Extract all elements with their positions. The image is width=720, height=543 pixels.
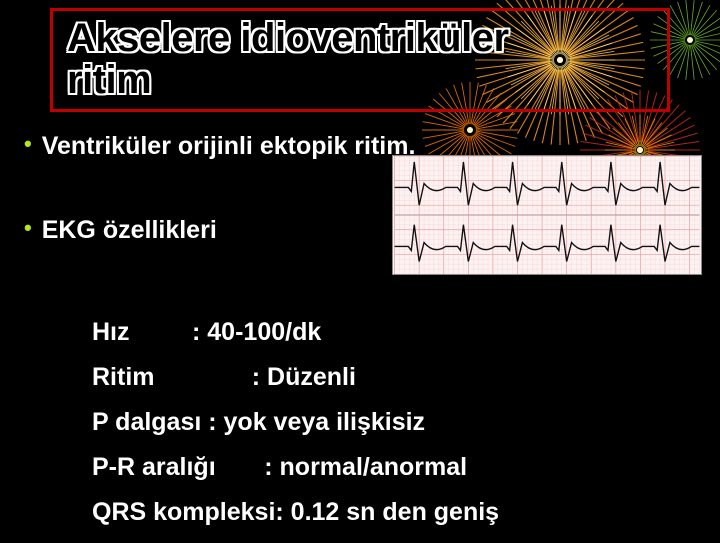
bullet-text: Ventriküler orijinli ektopik ritim. [42,130,416,164]
slide-title: Akselere idioventriküler ritim [67,17,653,101]
property-row: P dalgası : yok veya ilişkisiz [92,408,696,437]
properties-list: Hız : 40-100/dk Ritim : Düzenli P dalgası … [92,318,696,527]
title-box: Akselere idioventriküler ritim [50,8,670,112]
title-line-1: Akselere idioventriküler [67,16,509,60]
title-line-2: ritim [67,58,151,102]
property-row: P-R aralığı : normal/anormal [92,453,696,482]
ekg-strip [392,155,702,275]
property-row: Ritim : Düzenli [92,363,696,392]
bullet-marker: • [24,130,32,159]
property-row: QRS kompleksi: 0.12 sn den geniş [92,498,696,527]
bullet-marker: • [24,214,32,243]
property-row: Hız : 40-100/dk [92,318,696,347]
bullet-text: EKG özellikleri [42,214,217,248]
